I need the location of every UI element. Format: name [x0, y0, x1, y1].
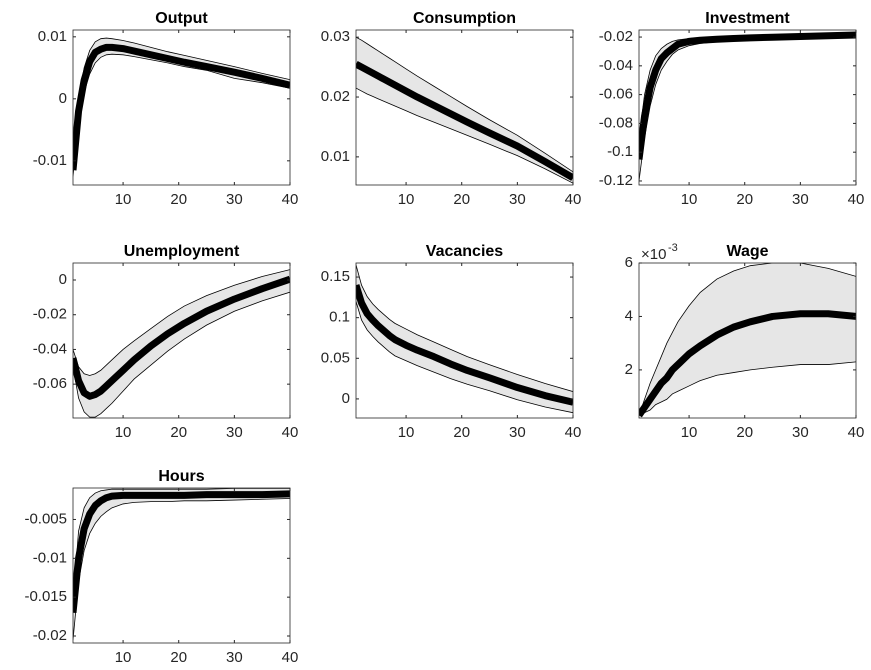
y-tick-label: 6: [625, 254, 633, 271]
y-tick-label: -0.005: [24, 510, 67, 527]
x-tick-label: 20: [736, 424, 753, 441]
median-line: [73, 43, 290, 171]
x-tick-label: 20: [170, 649, 187, 666]
lower-bound: [356, 87, 573, 184]
x-tick-label: 30: [226, 191, 243, 208]
x-tick-label: 10: [681, 424, 698, 441]
chart-title: Consumption: [413, 10, 516, 27]
median-line: [639, 310, 856, 418]
y-tick-label: 0: [342, 390, 350, 407]
x-tick-label: 10: [115, 649, 132, 666]
y-tick-label: -0.04: [599, 57, 633, 74]
median-line: [639, 31, 856, 160]
lower-bound: [73, 498, 290, 640]
median-line: [73, 490, 290, 614]
lower-bound: [356, 301, 573, 414]
x-tick-label: 40: [282, 191, 299, 208]
axes-box: [355, 29, 574, 186]
y-tick-label: -0.02: [599, 28, 633, 45]
lower-bound: [73, 291, 290, 418]
x-tick-label: 40: [282, 424, 299, 441]
axes-box: [355, 262, 574, 419]
y-tick-label: -0.06: [599, 86, 633, 103]
x-tick-label: 30: [792, 424, 809, 441]
median-line: [73, 275, 290, 400]
x-tick-label: 10: [681, 191, 698, 208]
confidence-band: [356, 264, 573, 413]
x-tick-label: 40: [565, 191, 582, 208]
upper-bound: [73, 37, 290, 164]
y-tick-label: -0.02: [33, 306, 67, 323]
x-tick-label: 20: [170, 424, 187, 441]
confidence-band: [73, 269, 290, 418]
axes-box: [638, 29, 857, 186]
y-tick-label: 0: [59, 271, 67, 288]
y-tick-label: -0.01: [33, 152, 67, 169]
median-line: [356, 284, 573, 406]
lower-bound: [639, 361, 856, 416]
x-tick-label: 20: [453, 191, 470, 208]
axes-box: [72, 29, 291, 186]
x-tick-label: 40: [282, 649, 299, 666]
chart-title: Output: [155, 10, 208, 27]
confidence-band: [639, 263, 856, 416]
y-tick-label: -0.12: [599, 172, 633, 189]
upper-bound: [73, 269, 290, 376]
y-tick-label: 0.05: [321, 349, 350, 366]
y-tick-label: 0.02: [321, 88, 350, 105]
y-tick-label: -0.1: [607, 143, 633, 160]
y-tick-label: -0.02: [33, 627, 67, 644]
x-tick-label: 10: [115, 191, 132, 208]
x-tick-label: 40: [848, 424, 865, 441]
x-tick-label: 10: [398, 424, 415, 441]
x-tick-label: 30: [792, 191, 809, 208]
x-tick-label: 20: [170, 191, 187, 208]
y-tick-label: 0.1: [329, 309, 350, 326]
x-tick-label: 30: [226, 424, 243, 441]
y-tick-label: -0.015: [24, 588, 67, 605]
y-tick-label: 2: [625, 361, 633, 378]
chart-title: Investment: [705, 10, 790, 27]
x-tick-label: 40: [848, 191, 865, 208]
y-tick-label: 0.15: [321, 268, 350, 285]
y-tick-label: 0: [59, 90, 67, 107]
upper-bound: [639, 263, 856, 416]
x-tick-label: 30: [509, 424, 526, 441]
y-tick-label: -0.01: [33, 549, 67, 566]
y-tick-label: -0.04: [33, 340, 67, 357]
chart-title: Hours: [158, 468, 204, 485]
y-tick-label: 0.01: [38, 28, 67, 45]
x-tick-label: 40: [565, 424, 582, 441]
x-tick-label: 10: [398, 191, 415, 208]
x-tick-label: 20: [736, 191, 753, 208]
chart-title: Vacancies: [426, 243, 504, 260]
lower-bound: [73, 53, 290, 177]
y-multiplier-exponent: -3: [668, 242, 678, 254]
median-line: [356, 61, 573, 181]
lower-bound: [639, 35, 856, 182]
chart-title: Wage: [726, 243, 768, 260]
upper-bound: [356, 36, 573, 173]
y-tick-label: -0.08: [599, 114, 633, 131]
y-tick-label: 0.01: [321, 148, 350, 165]
axes-box: [638, 262, 857, 419]
chart-title: Unemployment: [124, 243, 240, 260]
confidence-band: [639, 34, 856, 181]
y-tick-label: -0.06: [33, 375, 67, 392]
x-tick-label: 30: [226, 649, 243, 666]
x-tick-label: 30: [509, 191, 526, 208]
axes-box: [72, 487, 291, 644]
y-tick-label: 0.03: [321, 28, 350, 45]
x-tick-label: 10: [115, 424, 132, 441]
confidence-band: [73, 488, 290, 640]
x-tick-label: 20: [453, 424, 470, 441]
y-multiplier: ×10: [641, 246, 666, 263]
axes-box: [72, 262, 291, 419]
y-tick-label: 4: [625, 307, 633, 324]
upper-bound: [356, 264, 573, 392]
